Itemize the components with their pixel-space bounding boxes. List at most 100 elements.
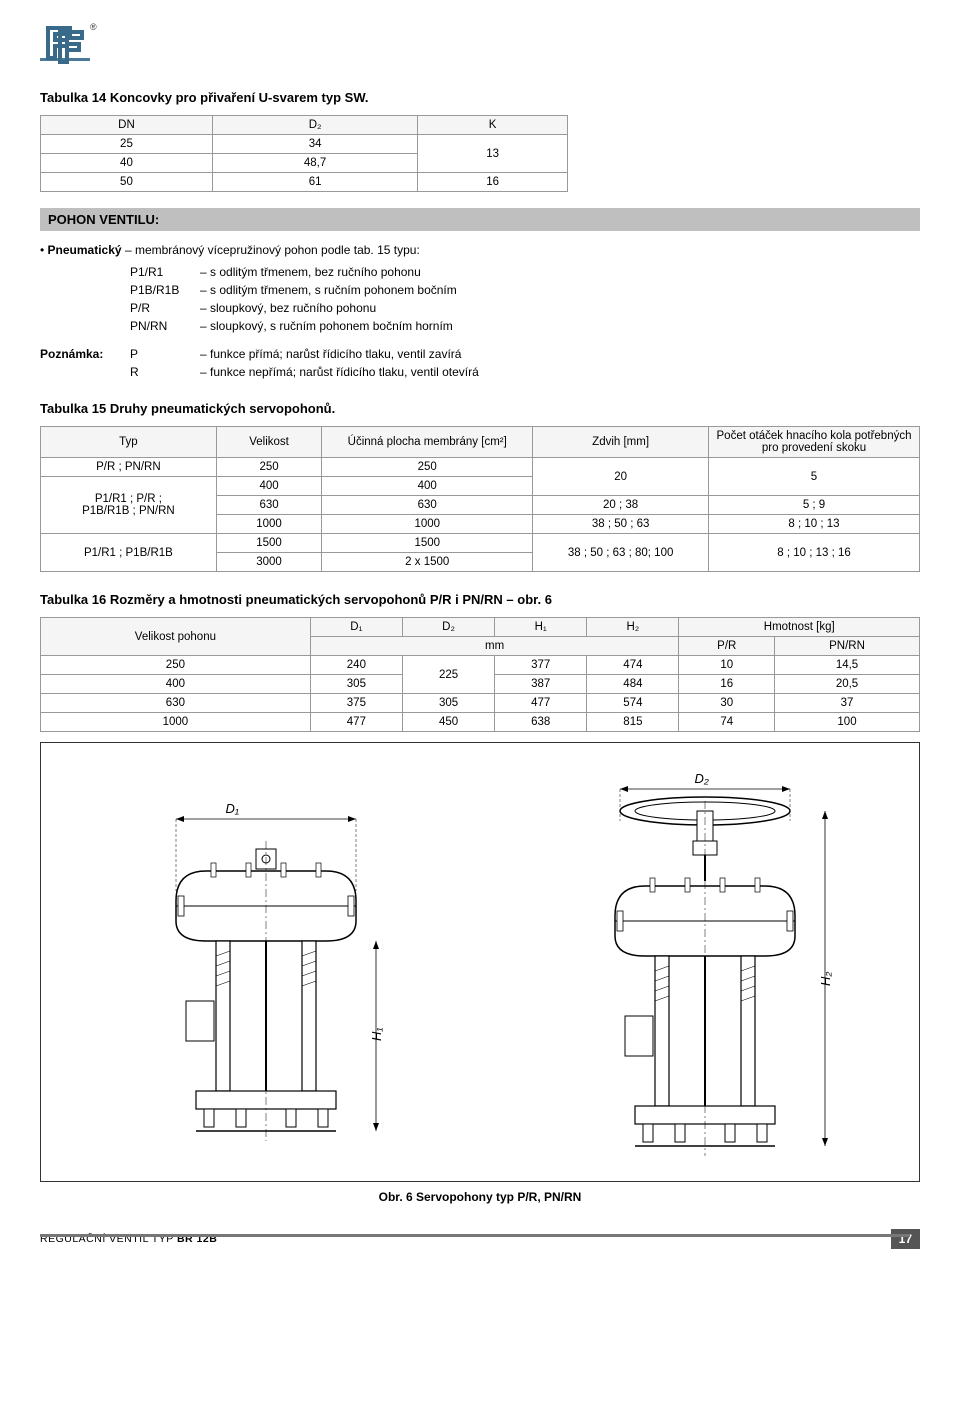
t16-r0c5: 10: [679, 656, 775, 675]
t15-r4-plo: 1500: [322, 534, 533, 553]
t16-r2c6: 37: [775, 694, 920, 713]
t16-r3c2: 450: [402, 713, 494, 732]
t14-r0c0: 25: [41, 135, 213, 154]
t16-h-hm: Hmotnost [kg]: [679, 618, 920, 637]
typ-desc-0: – s odlitým třmenem, bez ručního pohonu: [200, 263, 920, 281]
t15-r5-vel: 3000: [216, 553, 321, 572]
t16-r0c2: 225: [402, 656, 494, 694]
t16-r2c0: 630: [41, 694, 311, 713]
table15-title: Tabulka 15 Druhy pneumatických servopoho…: [40, 401, 920, 416]
t16-r3c1: 477: [310, 713, 402, 732]
page-footer: [40, 1234, 920, 1237]
t16-h-h2: H₂: [587, 618, 679, 637]
t16-r3c0: 1000: [41, 713, 311, 732]
table14-h-dn: DN: [41, 116, 213, 135]
dim-d2: D₂: [695, 771, 709, 786]
t15-r3-poc: 8 ; 10 ; 13: [709, 515, 920, 534]
t16-r3c4: 815: [587, 713, 679, 732]
t16-r1c4: 484: [587, 675, 679, 694]
t16-r2c4: 574: [587, 694, 679, 713]
table14-h-d2: D₂: [212, 116, 417, 135]
t16-r1c0: 400: [41, 675, 311, 694]
t16-h-pr: P/R: [679, 637, 775, 656]
bullet-pneum: Pneumatický: [48, 243, 122, 257]
actuator-right: D₂: [545, 771, 845, 1151]
t15-h4: Počet otáček hnacího kola potřebných pro…: [709, 427, 920, 458]
table14-title: Tabulka 14 Koncovky pro přivaření U-svar…: [40, 90, 920, 105]
poznamka-label: Poznámka:: [40, 345, 130, 363]
t15-r4-poc: 8 ; 10 ; 13 ; 16: [709, 534, 920, 572]
t15-r3-vel: 1000: [216, 515, 321, 534]
bullet-text: – membránový vícepružinový pohon podle t…: [125, 243, 420, 257]
typ-desc-3: – sloupkový, s ručním pohonem bočním hor…: [200, 317, 920, 335]
typ-code-1: P1B/R1B: [130, 281, 200, 299]
t16-r1c1: 305: [310, 675, 402, 694]
t15-r2-plo: 630: [322, 496, 533, 515]
t15-r5-plo: 2 x 1500: [322, 553, 533, 572]
pohon-notes: • Pneumatický – membránový vícepružinový…: [40, 241, 920, 381]
t15-r2-zdv: 20 ; 38: [533, 496, 709, 515]
poz-code-0: P: [130, 345, 200, 363]
table14: DN D₂ K 25 34 13 40 48,7 50 61 16: [40, 115, 568, 192]
t15-r1-typ: P1/R1 ; P/R ; P1B/R1B ; PN/RN: [41, 477, 217, 534]
t16-h-vel: Velikost pohonu: [41, 618, 311, 656]
t14-r1c0: 40: [41, 154, 213, 173]
t14-r2c2: 16: [418, 173, 568, 192]
t15-h1: Velikost: [216, 427, 321, 458]
page-number: 17: [891, 1229, 920, 1249]
t15-r0-plo: 250: [322, 458, 533, 477]
dim-d1: D₁: [226, 801, 240, 816]
t16-r2c3: 477: [495, 694, 587, 713]
t16-r1c6: 20,5: [775, 675, 920, 694]
t16-h-mm: mm: [310, 637, 679, 656]
t15-h0: Typ: [41, 427, 217, 458]
t15-r0-vel: 250: [216, 458, 321, 477]
figure6-caption: Obr. 6 Servopohony typ P/R, PN/RN: [40, 1190, 920, 1204]
pohon-ventilu-bar: POHON VENTILU:: [40, 208, 920, 231]
t16-h-h1: H₁: [495, 618, 587, 637]
typ-code-0: P1/R1: [130, 263, 200, 281]
t15-r0-typ: P/R ; PN/RN: [41, 458, 217, 477]
t14-r0c1: 34: [212, 135, 417, 154]
t14-r0c2: 13: [418, 135, 568, 173]
t15-r4-vel: 1500: [216, 534, 321, 553]
t15-h2: Účinná plocha membrány [cm²]: [322, 427, 533, 458]
svg-text:H₁: H₁: [369, 1028, 384, 1042]
t15-r4-typ: P1/R1 ; P1B/R1B: [41, 534, 217, 572]
t16-h-d2: D₂: [402, 618, 494, 637]
typ-code-2: P/R: [130, 299, 200, 317]
table14-h-k: K: [418, 116, 568, 135]
t16-r0c1: 240: [310, 656, 402, 675]
t16-r2c5: 30: [679, 694, 775, 713]
t15-r4-zdv: 38 ; 50 ; 63 ; 80; 100: [533, 534, 709, 572]
footer-rule: [40, 1234, 910, 1237]
t14-r1c1: 48,7: [212, 154, 417, 173]
t15-r3-zdv: 38 ; 50 ; 63: [533, 515, 709, 534]
t14-r2c1: 61: [212, 173, 417, 192]
t16-r1c5: 16: [679, 675, 775, 694]
typ-desc-1: – s odlitým třmenem, s ručním pohonem bo…: [200, 281, 920, 299]
t16-r3c6: 100: [775, 713, 920, 732]
t15-h3: Zdvih [mm]: [533, 427, 709, 458]
t16-r0c0: 250: [41, 656, 311, 675]
t15-r1-vel: 400: [216, 477, 321, 496]
t14-r2c0: 50: [41, 173, 213, 192]
t15-r2-vel: 630: [216, 496, 321, 515]
t16-r2c1: 375: [310, 694, 402, 713]
svg-text:®: ®: [90, 22, 97, 32]
t15-r3-plo: 1000: [322, 515, 533, 534]
t15-r0-zdv: 20: [533, 458, 709, 496]
t16-r3c3: 638: [495, 713, 587, 732]
table16-title: Tabulka 16 Rozměry a hmotnosti pneumatic…: [40, 592, 920, 607]
t15-r0-poc: 5: [709, 458, 920, 496]
typ-desc-2: – sloupkový, bez ručního pohonu: [200, 299, 920, 317]
figure6-diagram: D₁: [40, 742, 920, 1182]
t15-r2-poc: 5 ; 9: [709, 496, 920, 515]
actuator-left: D₁: [116, 771, 416, 1151]
company-logo: ®: [40, 20, 920, 70]
t16-h-pnrn: PN/RN: [775, 637, 920, 656]
t16-r1c3: 387: [495, 675, 587, 694]
t16-h-d1: D₁: [310, 618, 402, 637]
t16-r0c4: 474: [587, 656, 679, 675]
svg-text:H₂: H₂: [818, 972, 833, 986]
